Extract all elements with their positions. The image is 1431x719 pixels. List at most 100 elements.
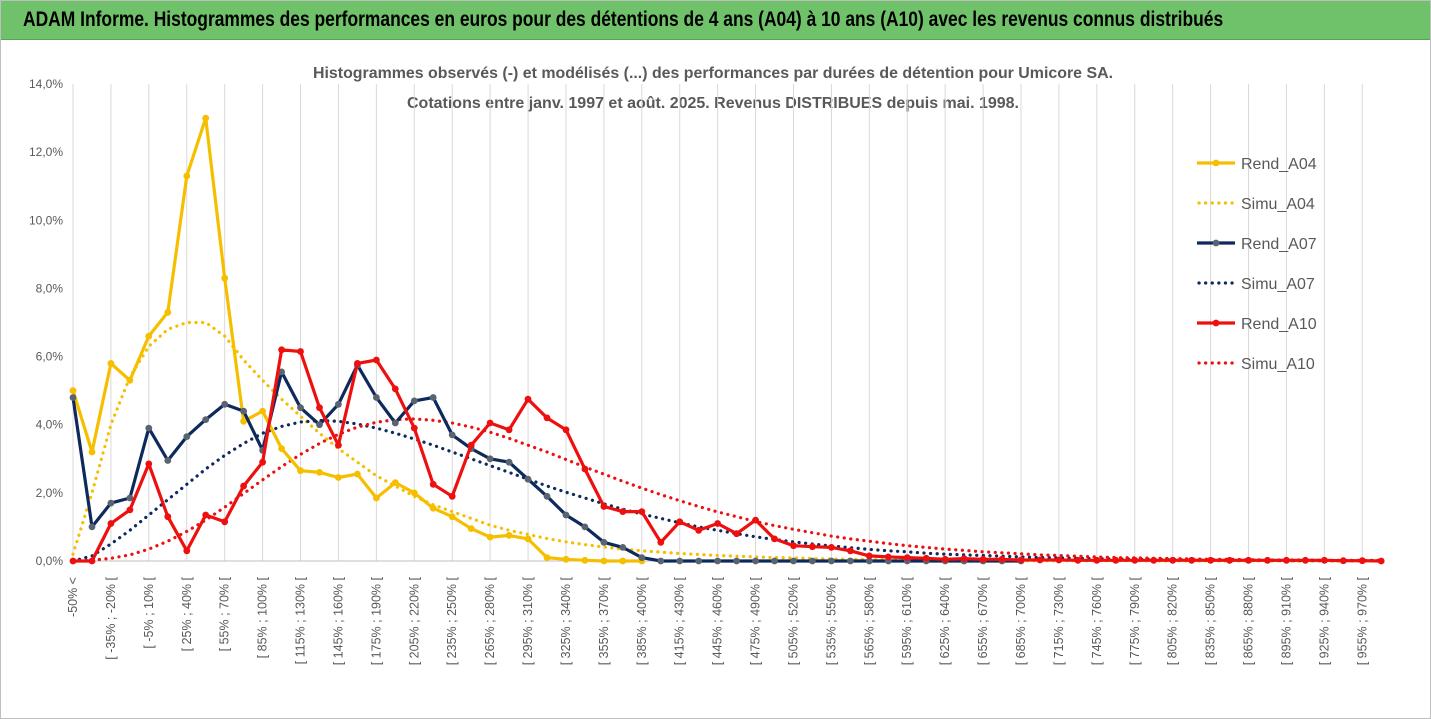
data-point-rend-a10 [354, 360, 361, 367]
data-point-rend-a10 [733, 530, 740, 538]
data-point-rend-a10 [1302, 556, 1309, 564]
data-point-rend-a10 [1017, 556, 1025, 564]
legend-label-rend-a04: Rend_A04 [1241, 156, 1317, 173]
data-point-rend-a10 [259, 458, 266, 466]
data-point-rend-a10 [107, 520, 115, 527]
data-point-rend-a04 [354, 470, 361, 478]
x-tick-label: -50% < [66, 577, 80, 617]
chart-subtitle: Cotations entre janv. 1997 et août. 2025… [407, 95, 1019, 112]
x-tick-label: [ 955% ; 970% [ [1355, 576, 1369, 665]
data-point-rend-a10 [1283, 556, 1290, 564]
y-tick-label: 12,0% [29, 145, 63, 159]
data-point-rend-a10 [903, 554, 911, 561]
data-point-rend-a07 [145, 424, 153, 432]
legend-marker-rend-a04 [1212, 159, 1220, 167]
y-tick-label: 8,0% [36, 281, 64, 295]
data-point-rend-a10 [316, 404, 323, 412]
x-tick-label: [ 865% ; 880% [ [1242, 576, 1256, 665]
legend-label-rend-a07: Rend_A07 [1241, 236, 1317, 253]
data-point-rend-a10 [600, 503, 608, 510]
y-tick-label: 4,0% [36, 418, 64, 432]
data-point-rend-a04 [221, 274, 229, 282]
data-point-rend-a07 [202, 416, 210, 423]
data-point-rend-a07 [581, 523, 589, 531]
x-tick-label: [ -35% ; -20% [ [104, 576, 118, 659]
data-point-rend-a04 [429, 504, 437, 512]
data-point-rend-a07 [790, 557, 797, 565]
data-point-rend-a10 [809, 543, 816, 551]
x-tick-label: [ 115% ; 130% [ [294, 576, 308, 664]
data-point-rend-a07 [69, 394, 77, 401]
data-point-rend-a04 [410, 489, 418, 497]
data-point-rend-a10 [1074, 556, 1082, 564]
x-tick-label: [ 475% ; 490% [ [749, 576, 763, 665]
data-point-rend-a04 [543, 554, 551, 561]
data-point-rend-a07 [524, 475, 532, 483]
data-point-rend-a10 [505, 426, 513, 434]
data-point-rend-a10 [145, 460, 153, 468]
x-tick-label: [ 535% ; 550% [ [824, 576, 838, 665]
x-tick-label: [ 745% ; 760% [ [1090, 576, 1104, 665]
data-point-rend-a10 [1150, 556, 1158, 564]
data-point-rend-a10 [335, 441, 342, 449]
legend-marker-rend-a10 [1212, 319, 1220, 327]
data-point-rend-a10 [941, 555, 949, 563]
data-point-rend-a07 [676, 557, 684, 565]
data-point-rend-a10 [88, 557, 96, 565]
data-point-rend-a07 [600, 538, 608, 546]
data-point-rend-a04 [448, 513, 456, 521]
data-point-rend-a10 [1321, 556, 1328, 564]
x-tick-label: [ 295% ; 310% [ [521, 576, 535, 665]
data-point-rend-a07 [486, 455, 494, 463]
data-point-rend-a07 [695, 557, 703, 565]
data-point-rend-a10 [1339, 557, 1347, 565]
data-point-rend-a10 [278, 346, 285, 354]
title-banner: ADAM Informe. Histogrammes des performan… [1, 1, 1430, 40]
data-point-rend-a10 [676, 518, 684, 526]
data-point-rend-a04 [202, 114, 210, 122]
x-tick-label: [ 265% ; 280% [ [483, 576, 497, 665]
data-point-rend-a04 [259, 407, 266, 415]
data-point-rend-a07 [164, 457, 172, 464]
data-point-rend-a04 [619, 557, 627, 565]
x-tick-label: [ 445% ; 460% [ [711, 576, 725, 665]
x-tick-label: [ 925% ; 940% [ [1317, 576, 1331, 665]
data-point-rend-a10 [410, 424, 418, 432]
data-point-rend-a10 [240, 482, 248, 490]
data-point-rend-a07 [126, 494, 134, 502]
data-point-rend-a04 [373, 494, 380, 502]
series-line-rend-a10 [73, 348, 1382, 563]
data-point-rend-a10 [467, 441, 475, 449]
x-axis: -50% < [ -35% ; -20% [[ -5% ; 10% [[ 25% … [66, 560, 1382, 665]
series-line-rend-a07 [71, 363, 1021, 563]
data-point-rend-a10 [771, 535, 778, 543]
x-tick-label: [ 145% ; 160% [ [331, 576, 345, 665]
data-point-rend-a04 [126, 377, 134, 384]
x-tick-label: [ 595% ; 610% [ [900, 576, 914, 665]
data-point-rend-a10 [429, 480, 437, 488]
data-point-rend-a07 [505, 458, 513, 466]
data-point-rend-a10 [1169, 556, 1177, 564]
data-point-rend-a04 [145, 332, 153, 340]
y-tick-label: 14,0% [29, 77, 63, 91]
x-tick-label: [ 55% ; 70% [ [218, 576, 232, 651]
x-tick-label: [ 505% ; 520% [ [786, 576, 800, 665]
data-point-rend-a10 [1188, 556, 1195, 564]
data-point-rend-a10 [486, 419, 494, 427]
data-point-rend-a10 [828, 544, 835, 551]
data-point-rend-a07 [183, 433, 191, 440]
data-point-rend-a07 [410, 397, 418, 405]
data-point-rend-a10 [543, 414, 551, 422]
data-point-rend-a10 [714, 520, 721, 527]
data-point-rend-a04 [391, 479, 399, 486]
data-point-rend-a10 [183, 547, 191, 555]
series-line-simu-a10 [71, 417, 1383, 563]
data-point-rend-a07 [335, 400, 342, 408]
x-tick-label: [ 235% ; 250% [ [445, 576, 459, 665]
data-point-rend-a07 [752, 557, 759, 565]
legend-marker-rend-a07 [1212, 239, 1220, 247]
data-point-rend-a04 [581, 556, 589, 564]
data-point-rend-a10 [69, 557, 77, 565]
data-point-rend-a07 [714, 557, 721, 565]
data-point-rend-a07 [448, 431, 456, 439]
